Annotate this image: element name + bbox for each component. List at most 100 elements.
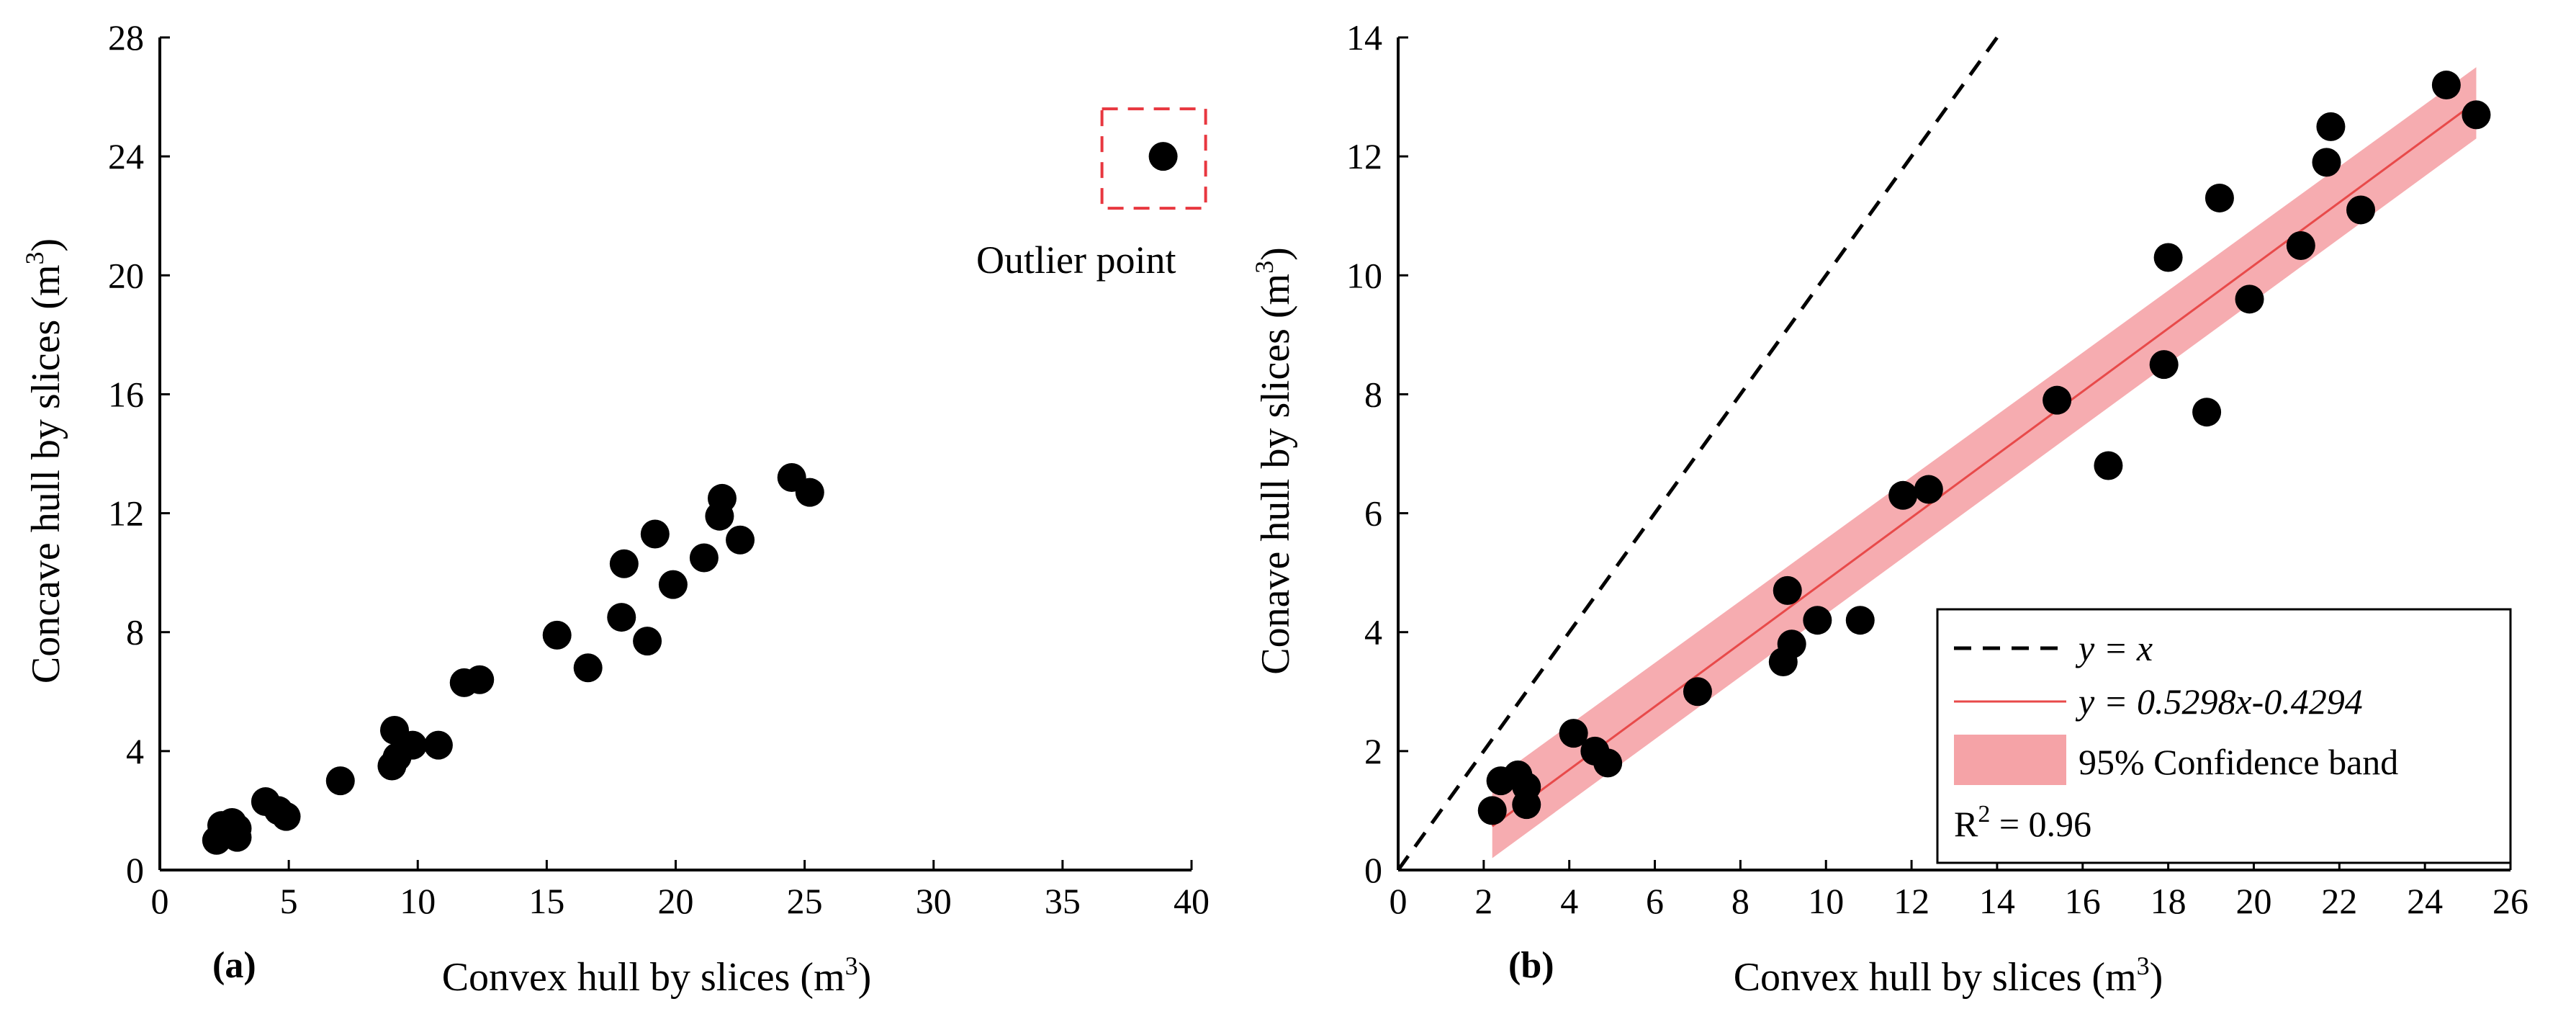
data-point (633, 627, 662, 656)
data-point (573, 653, 603, 683)
data-point (271, 802, 301, 831)
data-point (1777, 629, 1806, 659)
a-x-tick-label: 25 (787, 881, 823, 921)
outlier-point (1148, 142, 1178, 171)
panel-a-points (202, 463, 824, 855)
data-point (1559, 719, 1588, 748)
b-x-tick-label: 0 (1390, 881, 1408, 921)
data-point (726, 525, 755, 555)
b-x-tick-label: 18 (2151, 881, 2187, 921)
data-point (2043, 385, 2072, 415)
data-point (2286, 231, 2315, 260)
data-point (423, 730, 453, 760)
legend-fit-label: y = 0.5298x-0.4294 (2075, 681, 2363, 722)
b-x-tick-label: 20 (2235, 881, 2271, 921)
panel-b-y-axis-title: Conave hull by slices (m3) (1250, 247, 1298, 674)
b-x-tick-label: 24 (2407, 881, 2443, 921)
panel-a-ticks: 0 5 10 15 20 25 30 35 40 0 4 8 12 16 20 24 28 (108, 17, 1210, 921)
legend-band-label: 95% Confidence band (2079, 742, 2398, 782)
a-y-tick-label: 28 (108, 17, 144, 58)
b-x-tick-label: 10 (1808, 881, 1844, 921)
b-y-tick-label: 2 (1364, 731, 1382, 771)
data-point (658, 570, 688, 599)
data-point (2094, 451, 2123, 480)
regression-line (1491, 100, 2477, 828)
legend-band-swatch (1954, 735, 2066, 785)
data-point (640, 519, 670, 549)
data-point (2312, 148, 2341, 177)
data-point (325, 766, 355, 796)
data-point (2235, 284, 2264, 314)
data-point (1477, 796, 1507, 825)
b-x-tick-label: 2 (1474, 881, 1492, 921)
outlier-annotation: Outlier point (976, 238, 1176, 282)
a-y-tick-label: 20 (108, 255, 144, 295)
data-point (707, 483, 737, 513)
panel-b-label: (b) (1508, 945, 1554, 986)
legend: y = x y = 0.5298x-0.4294 95% Confidence … (1936, 608, 2512, 864)
b-x-tick-label: 4 (1560, 881, 1578, 921)
data-point (1593, 748, 1623, 778)
a-y-tick-label: 24 (108, 136, 144, 176)
a-x-tick-label: 0 (151, 881, 169, 921)
legend-identity-label: y = x (2075, 628, 2153, 668)
data-point (795, 478, 824, 507)
panel-a-x-axis-title: Convex hull by slices (m3) (442, 951, 872, 1000)
data-point (609, 549, 639, 578)
data-point (1914, 475, 1943, 504)
panel-b-points (1477, 71, 2491, 825)
data-point (607, 603, 636, 632)
data-point (2205, 183, 2234, 212)
b-y-tick-label: 10 (1346, 255, 1382, 295)
panel-a-scatter-chart: 0 5 10 15 20 25 30 35 40 0 4 8 12 16 20 24 28 Outlier po… (20, 17, 1210, 1000)
data-point (465, 665, 495, 694)
panel-a-y-axis-title: Concave hull by slices (m3) (20, 238, 68, 683)
b-y-tick-label: 6 (1364, 493, 1382, 534)
legend-r2-label: R2 = 0.96 (1954, 801, 2091, 844)
a-y-tick-label: 0 (126, 850, 144, 890)
a-y-tick-label: 16 (108, 374, 144, 414)
data-point (2431, 71, 2461, 100)
a-x-tick-label: 20 (658, 881, 694, 921)
data-point (542, 620, 572, 650)
data-point (2316, 112, 2346, 141)
data-point (1803, 606, 1832, 635)
identity-line (1396, 36, 1999, 871)
a-x-tick-label: 35 (1045, 881, 1081, 921)
data-point (1845, 606, 1875, 635)
data-point (222, 814, 252, 843)
b-y-tick-label: 8 (1364, 374, 1382, 414)
outlier-highlight-box (1100, 107, 1207, 210)
b-y-tick-label: 4 (1364, 612, 1382, 653)
a-x-tick-label: 15 (528, 881, 564, 921)
b-x-tick-label: 14 (1979, 881, 2015, 921)
b-x-tick-label: 6 (1646, 881, 1664, 921)
data-point (2346, 195, 2376, 225)
a-x-tick-label: 10 (400, 881, 436, 921)
a-x-tick-label: 30 (916, 881, 952, 921)
panel-a-label: (a) (212, 945, 256, 986)
b-x-tick-label: 12 (1893, 881, 1929, 921)
data-point (1773, 575, 1802, 605)
a-x-tick-label: 5 (280, 881, 298, 921)
b-y-tick-label: 12 (1346, 136, 1382, 176)
data-point (2149, 350, 2179, 380)
data-point (1683, 677, 1712, 707)
a-y-tick-label: 4 (126, 731, 144, 771)
data-point (2462, 100, 2491, 130)
a-y-tick-label: 8 (126, 612, 144, 653)
a-x-tick-label: 40 (1174, 881, 1210, 921)
b-x-tick-label: 22 (2321, 881, 2357, 921)
b-x-tick-label: 16 (2065, 881, 2101, 921)
data-point (1512, 772, 1541, 802)
b-x-tick-label: 26 (2492, 881, 2528, 921)
panel-b-x-axis-title: Convex hull by slices (m3) (1734, 951, 2163, 1000)
data-point (1888, 480, 1918, 510)
b-y-tick-label: 0 (1364, 850, 1382, 890)
a-y-tick-label: 12 (108, 493, 144, 534)
b-x-tick-label: 8 (1731, 881, 1749, 921)
data-point (398, 730, 428, 760)
